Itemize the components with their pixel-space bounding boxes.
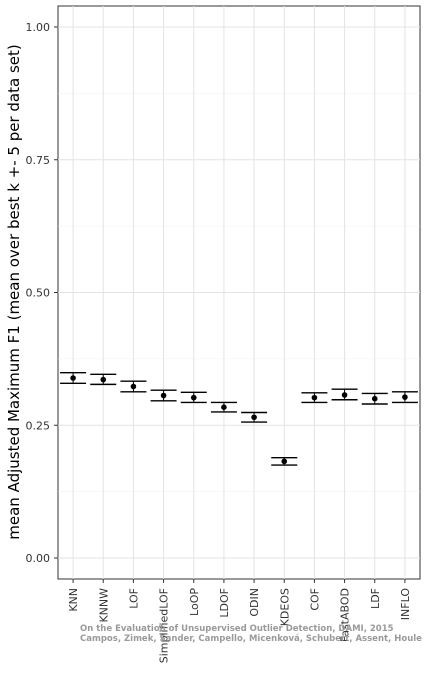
data-marks (60, 371, 418, 466)
data-point (100, 376, 107, 383)
x-tick-label: KDEOS (278, 588, 291, 626)
x-tick-label: LDOF (218, 588, 231, 618)
x-tick-label: INFLO (399, 588, 412, 621)
data-point (221, 404, 227, 410)
y-tick-label: 0.75 (26, 154, 51, 167)
x-axis: KNN KNNW LOF SimplifiedLOF LoOP LDOF ODIN KDEOS… (67, 579, 412, 663)
x-tick-label: SimplifiedLOF (158, 588, 171, 663)
y-tick-label: 0.50 (26, 287, 51, 300)
data-point (341, 392, 348, 398)
x-tick-label: LDF (369, 588, 382, 609)
data-point (281, 458, 288, 465)
watermark-line-1: On the Evaluation of Unsupervised Outlie… (80, 624, 394, 634)
x-tick-label: LoOP (188, 588, 201, 616)
data-point (160, 392, 167, 399)
x-tick-label: ODIN (248, 588, 261, 617)
data-point (190, 394, 197, 401)
y-tick-label: 0.00 (26, 552, 51, 565)
data-point (70, 375, 76, 381)
y-axis: 0.00 0.25 0.50 0.75 1.00 (26, 21, 58, 565)
x-tick-label: FastABOD (339, 588, 352, 642)
data-point (402, 394, 408, 400)
y-tick-label: 0.25 (26, 419, 51, 432)
data-point (311, 394, 318, 401)
watermark-line-2: Campos, Zimek, Sander, Campello, Micenko… (80, 634, 422, 644)
data-point (371, 395, 378, 402)
y-tick-label: 1.00 (26, 21, 51, 34)
x-tick-label: KNN (67, 588, 80, 612)
data-point (130, 383, 137, 390)
grid-lines (58, 6, 420, 579)
x-tick-label: COF (308, 588, 321, 611)
y-axis-title: mean Adjusted Maximum F1 (mean over best… (5, 44, 23, 539)
x-tick-label: KNNW (97, 588, 110, 623)
x-tick-label: LOF (127, 588, 140, 609)
data-point (251, 414, 257, 421)
